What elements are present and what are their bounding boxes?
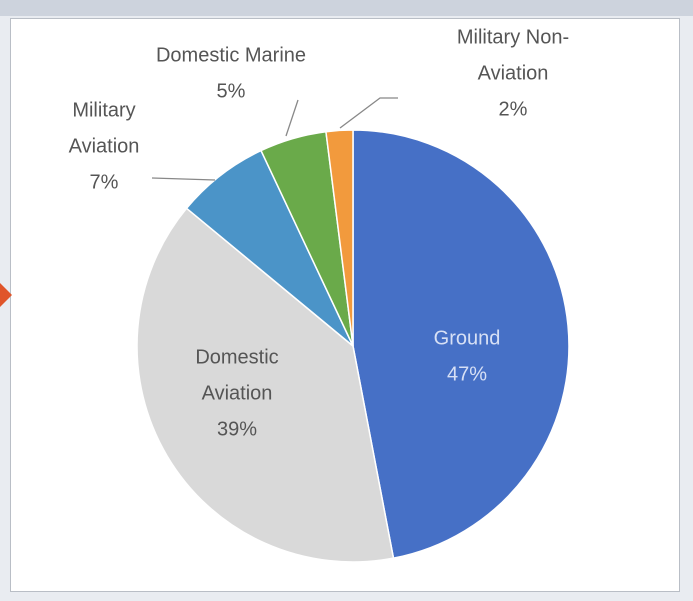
data-label-4: Domestic Marine (156, 44, 306, 66)
data-label-2: Domestic (195, 346, 278, 368)
data-label-pct-4: 5% (217, 80, 246, 102)
data-label-5: Military Non- (457, 26, 569, 48)
pie-slice-5 (325, 129, 354, 347)
leader-line-4 (285, 99, 299, 137)
data-label-pct-5: 2% (499, 98, 528, 120)
leader-line-5 (339, 97, 398, 129)
pie-slice-2 (136, 207, 395, 563)
data-label-pct-1: 47% (447, 363, 487, 385)
pie-slice-1 (352, 129, 570, 560)
data-label-3: Military (72, 99, 135, 121)
data-label-5: Aviation (478, 62, 549, 84)
data-label-1: Ground (434, 327, 501, 349)
leader-line-3 (151, 177, 216, 181)
data-label-2: Aviation (202, 382, 273, 404)
data-label-pct-2: 39% (217, 418, 257, 440)
arrow-tip-icon (0, 283, 12, 307)
data-label-3: Aviation (69, 135, 140, 157)
data-label-pct-3: 7% (90, 171, 119, 193)
